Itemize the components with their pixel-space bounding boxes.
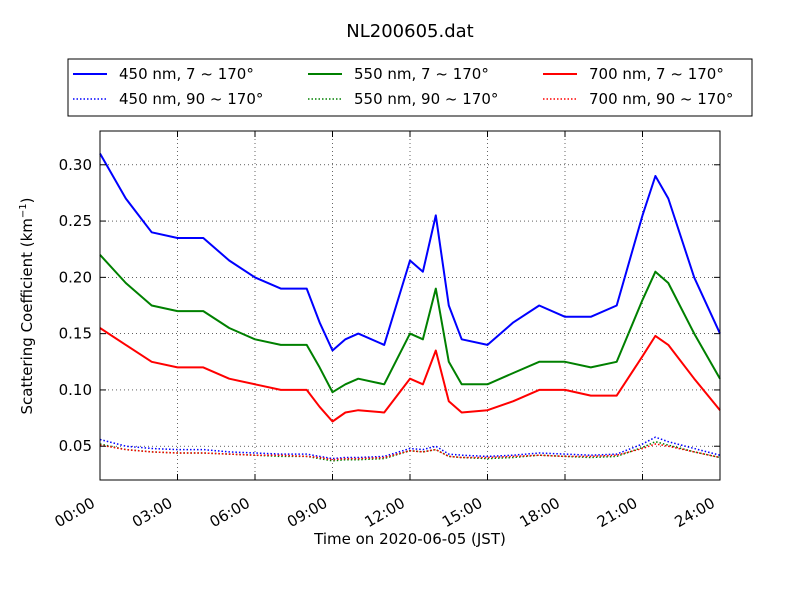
x-axis-label: Time on 2020-06-05 (JST)	[313, 530, 506, 548]
series-line	[99, 153, 721, 352]
legend-label: 450 nm, 90 ~ 170°	[119, 90, 263, 108]
x-tick-label: 06:00	[207, 494, 253, 531]
x-tick-label: 09:00	[284, 494, 330, 531]
series-line	[99, 443, 721, 461]
y-tick-label: 0.05	[59, 437, 92, 455]
y-tick-label: 0.30	[59, 156, 92, 174]
x-tick-label: 03:00	[129, 494, 175, 531]
x-tick-label: 24:00	[672, 494, 718, 531]
x-tick-label: 15:00	[439, 494, 485, 531]
x-tick-label: 18:00	[517, 494, 563, 531]
legend-frame	[67, 58, 753, 117]
grid	[99, 131, 721, 480]
legend-label: 700 nm, 7 ~ 170°	[589, 65, 724, 83]
legend: 450 nm, 7 ~ 170° 550 nm, 7 ~ 170° 700 nm, …	[67, 58, 753, 117]
y-axis-label-main: Scattering Coefficient (km	[18, 218, 36, 414]
y-axis-label: Scattering Coefficient (km−1)	[18, 197, 36, 414]
series-line	[99, 327, 721, 423]
y-tick-label: 0.25	[59, 212, 92, 230]
series-layer	[99, 153, 721, 462]
y-tick-label: 0.20	[59, 268, 92, 286]
legend-label: 550 nm, 7 ~ 170°	[354, 65, 489, 83]
series-line	[99, 436, 721, 460]
x-tick-label: 00:00	[52, 494, 98, 531]
y-axis-label-exponent: −1	[18, 203, 29, 218]
y-tick-label: 0.10	[59, 381, 92, 399]
y-axis-label-close: )	[18, 197, 36, 203]
chart-title: NL200605.dat	[346, 21, 473, 42]
ticks: 00:00 03:00 06:00 09:00 12:00 15:00 18:00 21:00…	[52, 131, 721, 531]
series-line	[99, 440, 721, 462]
x-tick-label: 12:00	[362, 494, 408, 531]
legend-label: 450 nm, 7 ~ 170°	[119, 65, 254, 83]
x-tick-label: 21:00	[594, 494, 640, 531]
legend-label: 550 nm, 90 ~ 170°	[354, 90, 498, 108]
y-tick-label: 0.15	[59, 325, 92, 343]
legend-label: 700 nm, 90 ~ 170°	[589, 90, 733, 108]
series-line	[99, 254, 721, 394]
